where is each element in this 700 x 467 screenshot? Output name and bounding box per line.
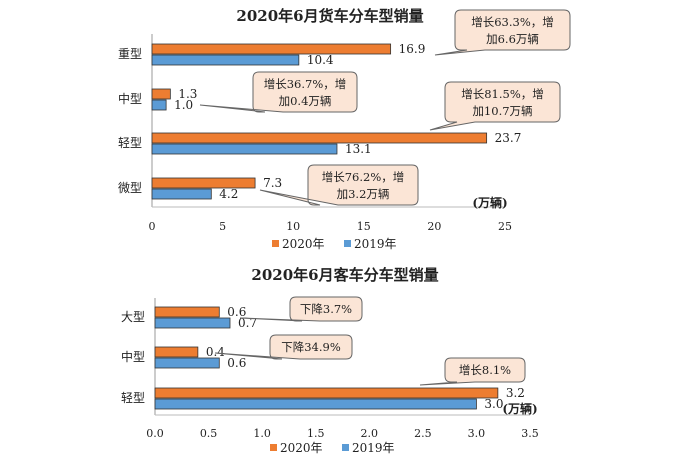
category-label: 中型 <box>121 349 145 364</box>
legend-label: 2020年 <box>282 237 325 251</box>
category-label: 轻型 <box>118 136 142 150</box>
x-tick-label: 1.5 <box>307 427 325 440</box>
bar <box>155 388 498 398</box>
unit-label: (万辆) <box>472 195 507 210</box>
bar <box>155 347 198 357</box>
bar <box>152 144 337 154</box>
bar-value-label: 0.6 <box>227 356 246 370</box>
bar-value-label: 0.4 <box>206 345 225 359</box>
callout-text: 下降34.9% <box>281 340 341 354</box>
x-tick-label: 20 <box>427 220 441 233</box>
bar <box>155 399 476 409</box>
bar <box>155 318 230 328</box>
category-label: 中型 <box>118 91 142 106</box>
bar <box>152 133 487 143</box>
x-tick-label: 3.0 <box>468 427 486 440</box>
callout-text: 增长81.5%，增 <box>461 87 544 101</box>
bar <box>152 178 255 188</box>
x-tick-label: 25 <box>498 220 512 233</box>
callout-text: 增长76.2%，增 <box>322 170 405 184</box>
callout-text: 加0.4万辆 <box>279 94 332 108</box>
bar <box>152 44 391 54</box>
callout-text: 增长63.3%，增 <box>471 15 554 29</box>
bar <box>155 358 219 368</box>
legend-label: 2020年 <box>280 441 323 455</box>
legend-swatch <box>272 240 279 247</box>
chart-title: 2020年6月客车分车型销量 <box>251 266 438 284</box>
bar <box>155 307 219 317</box>
x-tick-label: 3.5 <box>521 427 539 440</box>
bar-value-label: 7.3 <box>263 176 282 190</box>
bar-value-label: 10.4 <box>307 53 334 67</box>
bar-value-label: 3.2 <box>506 386 525 400</box>
callout-text: 加3.2万辆 <box>337 187 390 201</box>
callout-text: 增长36.7%，增 <box>264 77 347 91</box>
callout-text: 增长8.1% <box>459 363 511 377</box>
category-label: 微型 <box>118 181 142 195</box>
bar <box>152 100 166 110</box>
bar-value-label: 4.2 <box>219 187 238 201</box>
x-tick-label: 10 <box>286 220 300 233</box>
callout-text: 下降3.7% <box>300 302 352 316</box>
callout-text: 加10.7万辆 <box>472 104 532 118</box>
x-tick-label: 2.5 <box>414 427 432 440</box>
category-label: 大型 <box>121 310 145 324</box>
legend-swatch <box>342 444 349 451</box>
sales-charts: 2020年6月货车分车型销量 0 5 10 15 20 25 (万辆) 重型 16.9 10.4 中型… <box>0 0 700 467</box>
legend-label: 2019年 <box>352 441 395 455</box>
bar-value-label: 16.9 <box>399 42 426 56</box>
bar-value-label: 13.1 <box>345 142 372 156</box>
x-tick-label: 0.0 <box>146 427 164 440</box>
x-tick-label: 1.0 <box>253 427 271 440</box>
bar <box>152 55 299 65</box>
legend-label: 2019年 <box>354 237 397 251</box>
bar-value-label: 1.0 <box>174 98 193 112</box>
category-label: 轻型 <box>121 391 145 405</box>
bar-value-label: 23.7 <box>495 131 522 145</box>
callout-text: 加6.6万辆 <box>486 32 539 46</box>
legend-swatch <box>270 444 277 451</box>
x-tick-label: 0.5 <box>200 427 218 440</box>
legend-swatch <box>344 240 351 247</box>
category-label: 重型 <box>118 47 142 61</box>
x-tick-label: 5 <box>219 220 226 233</box>
chart-title: 2020年6月货车分车型销量 <box>236 7 423 25</box>
bar <box>152 189 211 199</box>
bar <box>152 89 170 99</box>
x-tick-label: 15 <box>357 220 371 233</box>
bar-value-label: 3.0 <box>484 397 503 411</box>
x-tick-label: 0 <box>149 220 156 233</box>
unit-label: (万辆) <box>502 401 537 416</box>
x-tick-label: 2.0 <box>361 427 379 440</box>
